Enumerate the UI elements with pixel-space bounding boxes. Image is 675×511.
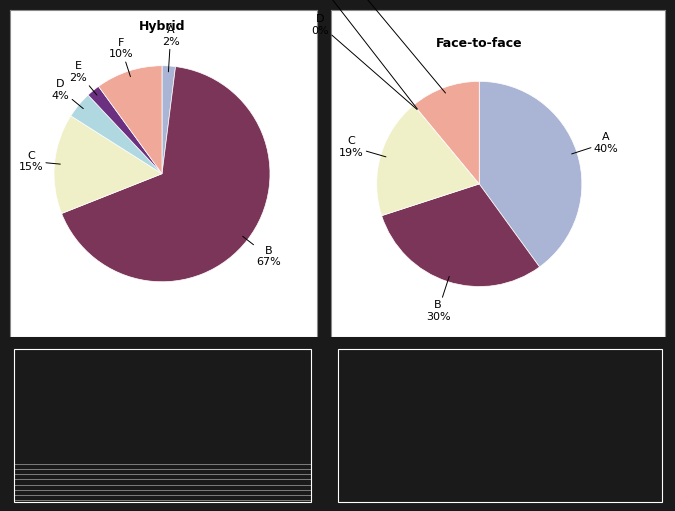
Text: B
30%: B 30% [426,276,450,321]
Wedge shape [377,105,479,216]
Wedge shape [479,81,582,267]
Wedge shape [414,105,479,184]
Text: A
2%: A 2% [162,25,180,72]
Wedge shape [88,86,162,174]
Text: A
40%: A 40% [572,132,618,154]
Wedge shape [381,184,539,287]
Wedge shape [54,116,162,214]
Bar [14,350,310,502]
Text: B
67%: B 67% [243,237,281,267]
Wedge shape [99,66,162,174]
Wedge shape [414,105,479,184]
Text: F
11%: F 11% [308,0,446,93]
Text: D
0%: D 0% [311,14,417,109]
Text: D
4%: D 4% [51,79,83,109]
Text: E
2%: E 2% [69,61,97,95]
Text: C
15%: C 15% [18,151,60,172]
Text: E
0%: E 0% [311,0,417,109]
Title: Face-to-face: Face-to-face [436,37,522,51]
Title: Hybrid: Hybrid [139,20,185,33]
Wedge shape [162,66,176,174]
Bar [338,350,662,502]
Wedge shape [71,95,162,174]
Text: C
19%: C 19% [339,136,386,157]
Wedge shape [61,66,270,282]
Text: F
10%: F 10% [109,38,134,77]
Wedge shape [414,81,479,184]
